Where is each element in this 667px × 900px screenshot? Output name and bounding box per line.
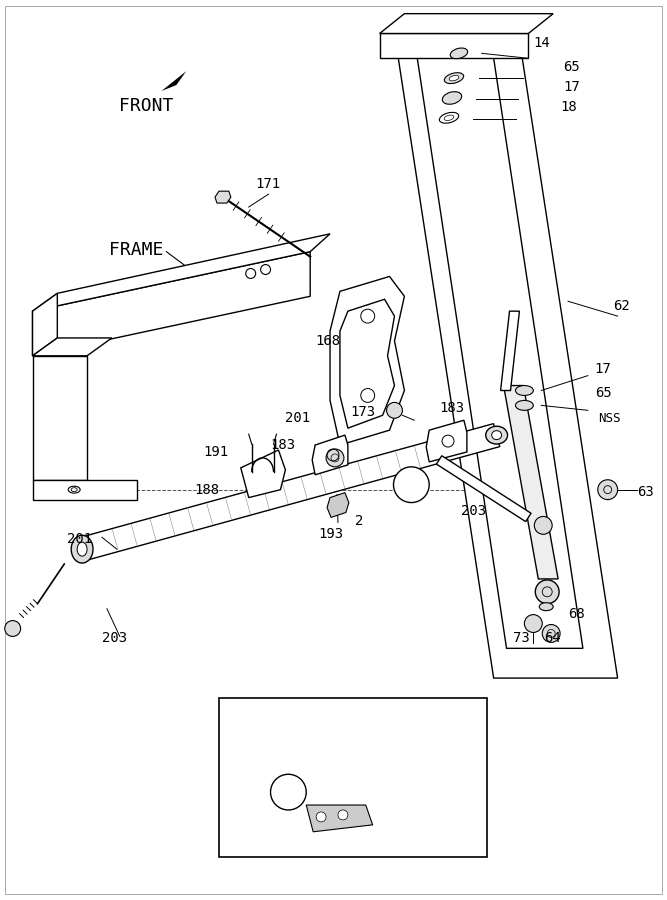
Text: 173: 173 (350, 405, 375, 419)
Polygon shape (33, 293, 57, 356)
Circle shape (326, 449, 344, 467)
Text: 18: 18 (560, 100, 577, 114)
Polygon shape (380, 33, 528, 58)
Circle shape (5, 621, 21, 636)
Ellipse shape (68, 486, 80, 493)
Text: 201: 201 (67, 532, 92, 546)
Polygon shape (241, 450, 285, 498)
Polygon shape (33, 252, 310, 356)
Text: 191: 191 (203, 445, 229, 459)
Polygon shape (426, 420, 467, 462)
Circle shape (536, 580, 559, 604)
Circle shape (394, 467, 429, 502)
Text: 65: 65 (563, 60, 580, 74)
Text: 193: 193 (318, 527, 344, 541)
Ellipse shape (449, 76, 459, 81)
Polygon shape (33, 356, 87, 480)
Text: NSS: NSS (598, 412, 620, 425)
Text: 14: 14 (534, 36, 550, 50)
Text: A: A (284, 785, 293, 799)
Text: 2: 2 (355, 515, 364, 528)
Polygon shape (79, 424, 500, 561)
Text: 63: 63 (638, 485, 654, 499)
Text: 203: 203 (461, 505, 486, 518)
Text: FRAME: FRAME (109, 240, 164, 258)
Ellipse shape (77, 542, 87, 556)
Circle shape (387, 402, 402, 418)
Polygon shape (501, 311, 520, 391)
Polygon shape (436, 455, 531, 522)
Polygon shape (161, 71, 186, 91)
Ellipse shape (444, 73, 464, 84)
Ellipse shape (71, 536, 93, 563)
Polygon shape (312, 435, 348, 475)
Circle shape (542, 625, 560, 643)
Polygon shape (504, 385, 558, 579)
Text: 73: 73 (514, 632, 530, 645)
Text: 183: 183 (439, 401, 464, 415)
Circle shape (534, 517, 552, 535)
Text: 201: 201 (285, 411, 310, 426)
Polygon shape (33, 480, 137, 500)
Text: 65: 65 (595, 386, 612, 400)
Polygon shape (33, 338, 112, 356)
Bar (219, 698, 487, 857)
Text: A: A (407, 478, 416, 491)
Polygon shape (327, 492, 349, 517)
Circle shape (524, 615, 542, 633)
Ellipse shape (442, 92, 462, 104)
Polygon shape (394, 33, 618, 678)
Ellipse shape (540, 603, 553, 611)
Text: 183: 183 (270, 438, 295, 452)
Ellipse shape (486, 427, 508, 444)
Text: 62: 62 (613, 299, 630, 313)
Text: 17: 17 (563, 80, 580, 94)
Polygon shape (418, 58, 583, 648)
Text: 188: 188 (194, 482, 219, 497)
Text: 171: 171 (255, 177, 281, 191)
Circle shape (316, 812, 326, 822)
Text: 68: 68 (568, 607, 585, 621)
Polygon shape (380, 14, 553, 33)
Polygon shape (330, 276, 404, 445)
Text: 17: 17 (595, 362, 612, 375)
Ellipse shape (516, 385, 534, 395)
Ellipse shape (450, 48, 468, 58)
Circle shape (271, 774, 306, 810)
Circle shape (598, 480, 618, 500)
Text: 64: 64 (544, 632, 561, 645)
Ellipse shape (516, 400, 534, 410)
Ellipse shape (492, 431, 502, 439)
Text: ASSIST SIDE: ASSIST SIDE (298, 716, 408, 734)
Polygon shape (306, 805, 373, 832)
Polygon shape (215, 191, 231, 203)
Text: FRONT: FRONT (119, 97, 174, 115)
Polygon shape (340, 300, 394, 428)
Circle shape (338, 810, 348, 820)
Polygon shape (33, 234, 330, 311)
Text: 491: 491 (392, 775, 418, 789)
Text: 203: 203 (102, 632, 127, 645)
Text: 168: 168 (315, 334, 340, 348)
